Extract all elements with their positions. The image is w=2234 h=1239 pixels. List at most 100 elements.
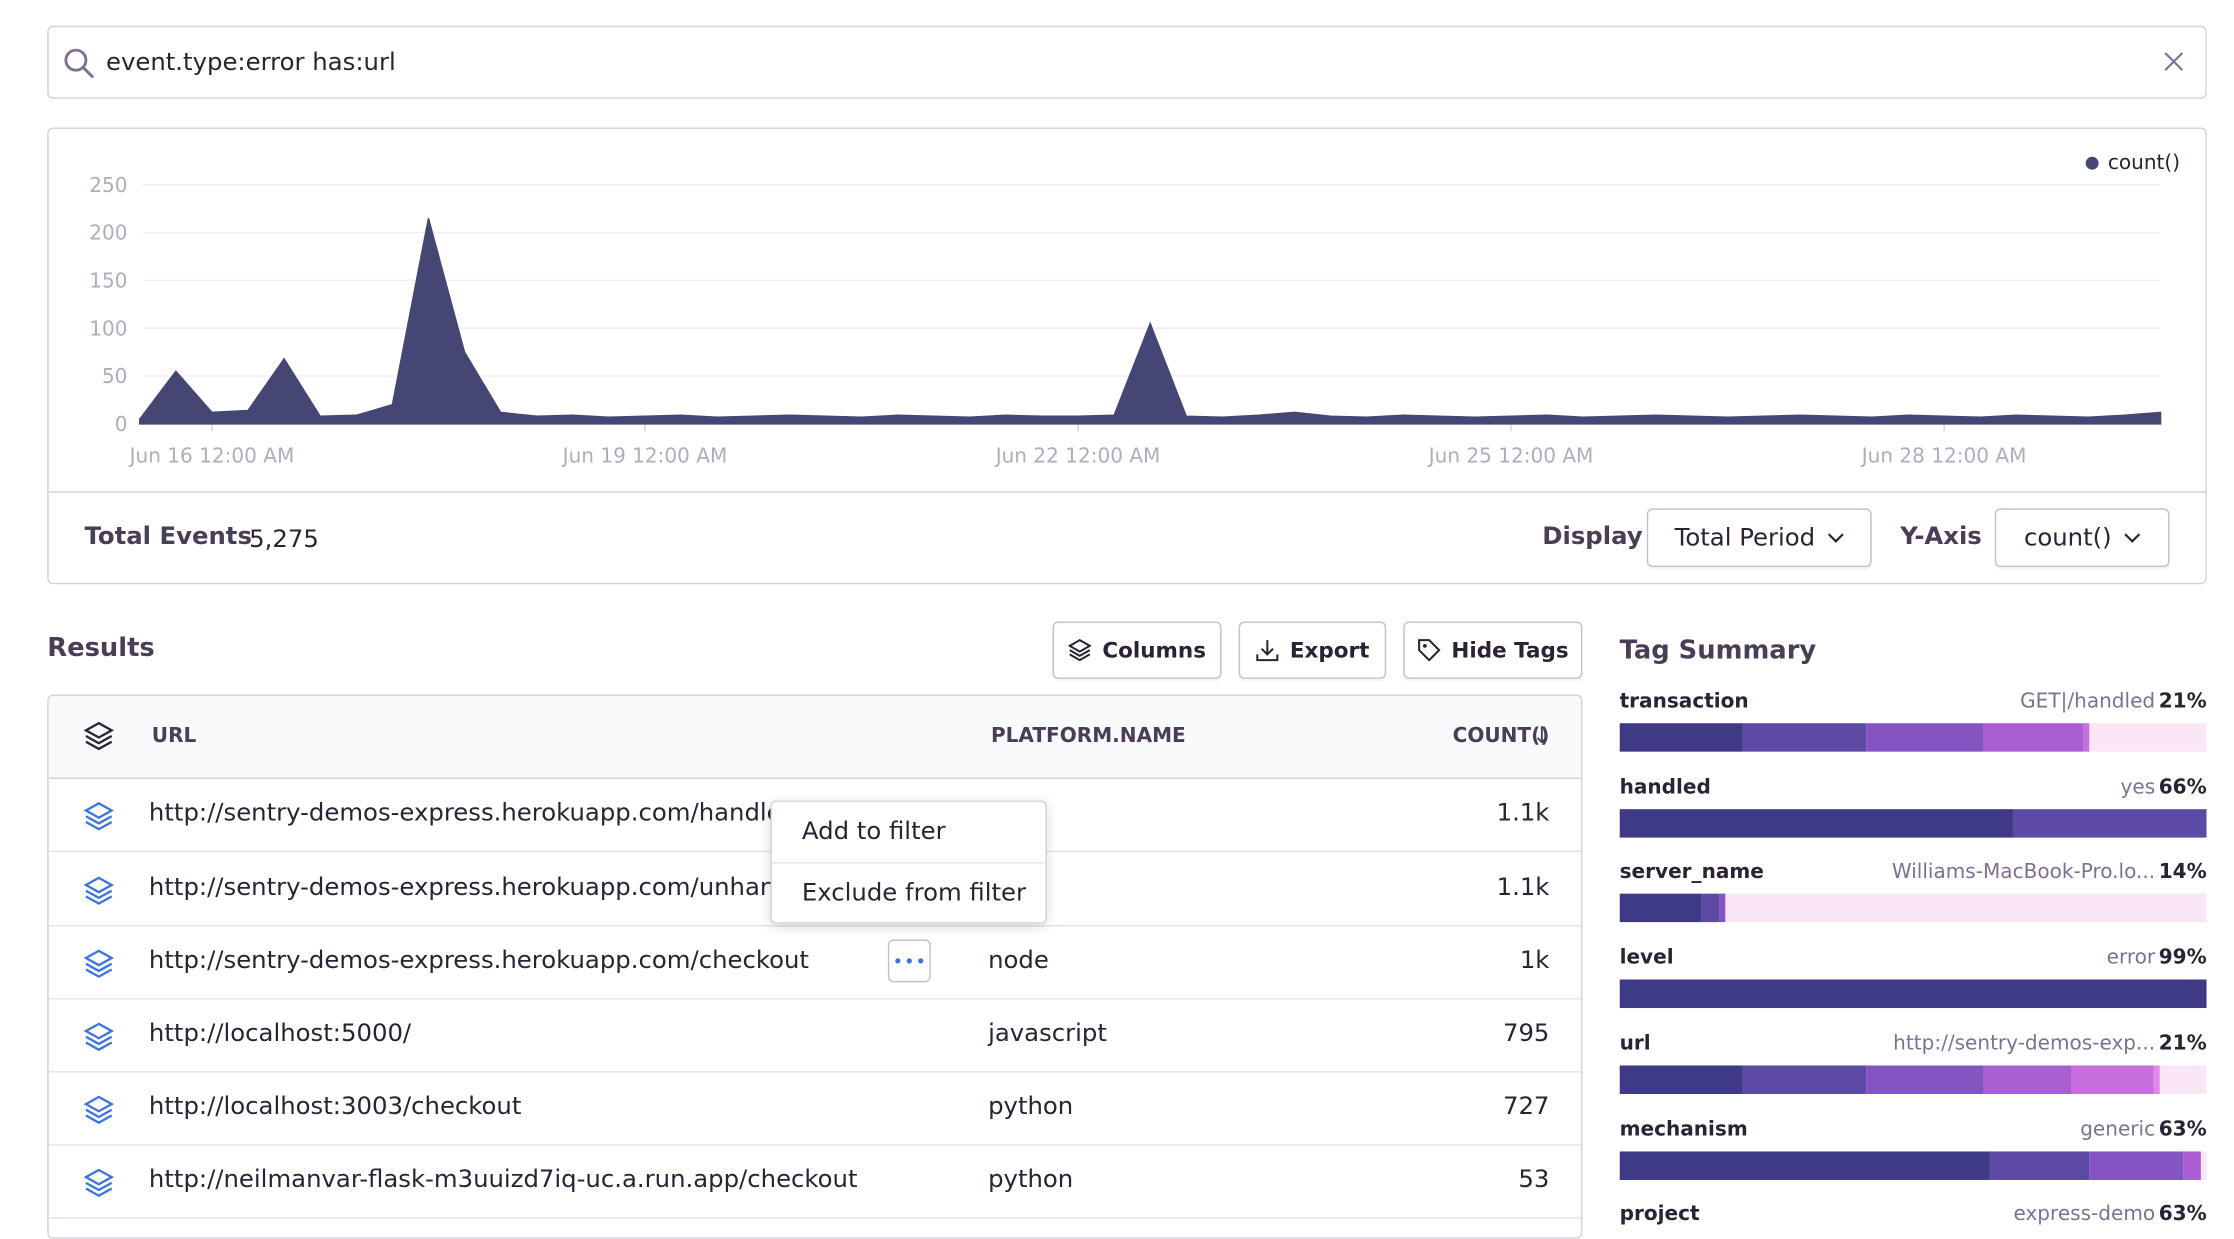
tag-top-value: yes [2120,775,2156,799]
count-cell: 1k [1519,946,1550,976]
platform-cell: javascript [988,1019,1107,1049]
tag-segment [2153,1065,2160,1094]
count-cell: 53 [1518,1165,1550,1195]
column-header: PLATFORM.NAME [990,724,1186,748]
icon [1255,640,1278,662]
columns-button[interactable]: Columns [1052,621,1222,679]
button-label: Columns [1102,637,1207,664]
row-divider [48,925,1581,927]
menu-item-label: Exclude from filter [801,879,1027,908]
icon-shape [83,721,115,751]
tag-key: mechanism [1619,1117,1748,1141]
tag-percent: 63% [2158,1117,2207,1141]
context-menu: Add to filter Exclude from filter [770,800,1047,924]
tag-bar [1619,723,2207,752]
tag-key: transaction [1619,690,1749,714]
tag-summary-title: Tag Summary [1619,635,1817,666]
tag-key: level [1619,946,1674,970]
stack-icon [83,802,115,831]
hide-tags-button[interactable]: Hide Tags [1403,621,1583,679]
tag-top-value: Williams-MacBook-Pro.lo... [1891,861,2156,885]
stack-icon [83,1095,115,1124]
icon [1417,639,1440,662]
row-divider [48,1144,1581,1146]
results-table: URL PLATFORM.NAME COUNT() ↓ http://sentry-de… [47,694,1583,1239]
x-tick-label: Jun 22 12:00 AM [994,444,1161,468]
tag-top-value: error [2106,946,2156,970]
menu-item[interactable]: Exclude from filter [772,863,1046,923]
row-actions-button[interactable] [887,939,931,983]
stack-icon [83,721,115,751]
chevron [2123,532,2140,543]
tag-bar [1619,1150,2207,1180]
y-tick-label: 0 [115,412,128,436]
url-cell: http://sentry-demos-express.herokuapp.co… [148,873,828,903]
tag-percent: 14% [2158,861,2207,885]
x-tick-label: Jun 16 12:00 AM [128,444,295,468]
clear-icon[interactable] [2162,50,2185,73]
tag-segment [2071,1065,2154,1094]
url-cell: http://localhost:3003/checkout [148,1092,522,1122]
tag-percent: 66% [2158,775,2207,799]
menu-item[interactable]: Add to filter [771,802,1046,864]
total-value: 5,275 [249,525,319,555]
stack-icon [83,1022,115,1051]
tag-summary: transaction 21% GET|/handled handled 66% yes s… [1619,673,2207,1231]
tag-percent: 21% [2158,1032,2207,1056]
url-cell: http://neilmanvar-flask-m3uuizd7iq-uc.a.… [148,1165,858,1195]
icon-shape [83,1168,115,1198]
tag-segment [1701,894,1720,923]
icon-shape [83,1095,115,1124]
platform-cell: python [988,1165,1074,1195]
count-cell: 727 [1502,1092,1550,1122]
tag-segment [1619,1150,1990,1180]
results-title: Results [47,632,155,664]
search-bar[interactable]: event.type:error has:url [47,25,2207,99]
tag-percent: 21% [2158,690,2207,714]
column-header: URL [151,724,197,748]
icon-shape [83,876,115,905]
tag-top-value: http://sentry-demos-exp... [1893,1032,2156,1056]
tag-segment [2083,723,2090,752]
stack-icon [83,949,115,978]
tag-bar [1619,894,2207,923]
icon-shape [83,1022,115,1051]
tag-key: handled [1619,775,1711,799]
count-cell: 1.1k [1496,799,1550,828]
tag-segment [1989,1150,2090,1180]
row-divider [48,1217,1581,1219]
search-query: event.type:error has:url [105,48,396,78]
yaxis-dropdown[interactable]: count() [1994,508,2170,568]
tag-segment [2012,808,2207,838]
x-tick-label: Jun 25 12:00 AM [1427,444,1594,468]
tag-segment [2183,1150,2201,1180]
tag-segment [1742,1065,1867,1094]
tag-bar [1619,808,2207,838]
export-button[interactable]: Export [1238,621,1387,679]
tag-segment [2089,1150,2184,1180]
tag-key: project [1619,1203,1700,1227]
yaxis-label: Y-Axis [1900,522,1982,552]
y-tick-label: 200 [89,221,127,245]
ellipsis [895,958,924,964]
x-tick-label: Jun 19 12:00 AM [561,444,728,468]
url-cell: http://sentry-demos-express.herokuapp.co… [148,946,809,976]
x-tick-label: Jun 28 12:00 AM [1860,444,2027,468]
stack-icon [83,876,115,905]
tag-top-value: express-demo [2013,1203,2156,1227]
tag-segment [1983,723,2084,752]
display-label: Display [1542,522,1643,552]
display-dropdown[interactable]: Total Period [1646,508,1872,568]
chevron [1827,532,1844,543]
tag-segment [1619,1065,1743,1094]
tag-segment [1619,894,1702,923]
button-label: Hide Tags [1451,637,1569,664]
chart: 0 50 100 150 200 250 Jun 16 12:00 AM Jun 19 12:… [89,150,2180,468]
tag-key: server_name [1619,861,1764,885]
row-divider [48,998,1581,1000]
stack-icon [83,1168,115,1198]
tag-top-value: GET|/handled [2020,690,2156,714]
total-label: Total Events [84,522,252,552]
url-cell: http://sentry-demos-express.herokuapp.co… [148,799,798,828]
